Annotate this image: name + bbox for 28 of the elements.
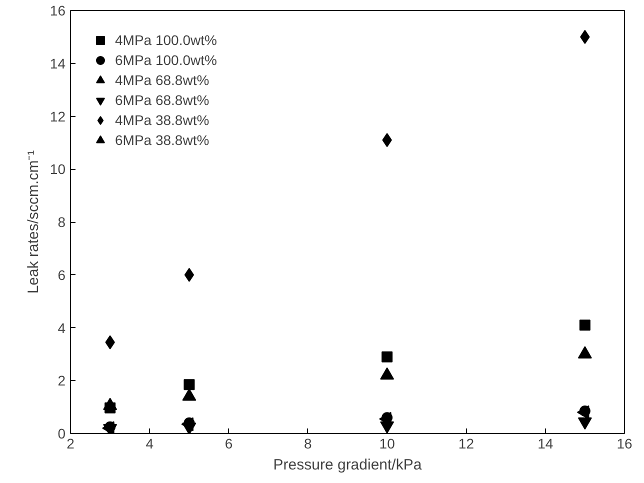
y-tick-label: 0 bbox=[58, 426, 66, 442]
y-tick-label: 6 bbox=[58, 266, 66, 283]
y-tick-label: 12 bbox=[50, 108, 66, 124]
legend-label: 6MPa 100.0wt% bbox=[115, 52, 217, 68]
x-tick-label: 4 bbox=[146, 436, 154, 452]
legend-label: 4MPa 68.8wt% bbox=[115, 72, 210, 88]
legend-label: 4MPa 100.0wt% bbox=[115, 32, 217, 48]
y-tick-label: 8 bbox=[58, 214, 66, 230]
legend-label: 4MPa 38.8wt% bbox=[115, 112, 210, 128]
y-axis-title: Leak rates/sccm.cm⁻¹ bbox=[24, 150, 42, 294]
legend-label: 6MPa 38.8wt% bbox=[115, 132, 210, 148]
legend-label: 6MPa 68.8wt% bbox=[115, 92, 210, 108]
x-tick-label: 8 bbox=[304, 436, 312, 452]
y-tick-label: 16 bbox=[50, 2, 66, 18]
x-tick-label: 16 bbox=[616, 436, 632, 452]
x-axis-title: Pressure gradient/kPa bbox=[273, 456, 422, 474]
y-tick-label: 2 bbox=[58, 372, 66, 389]
x-tick-label: 6 bbox=[224, 436, 233, 452]
x-tick-label: 14 bbox=[538, 436, 554, 452]
x-tick-label: 12 bbox=[458, 436, 474, 452]
y-tick-label: 4 bbox=[58, 320, 66, 336]
x-tick-label: 10 bbox=[379, 436, 396, 452]
y-tick-label: 14 bbox=[50, 55, 66, 72]
point bbox=[579, 320, 590, 331]
point bbox=[382, 351, 393, 362]
point bbox=[184, 268, 194, 282]
point bbox=[184, 379, 195, 390]
y-tick-label: 10 bbox=[50, 161, 66, 178]
